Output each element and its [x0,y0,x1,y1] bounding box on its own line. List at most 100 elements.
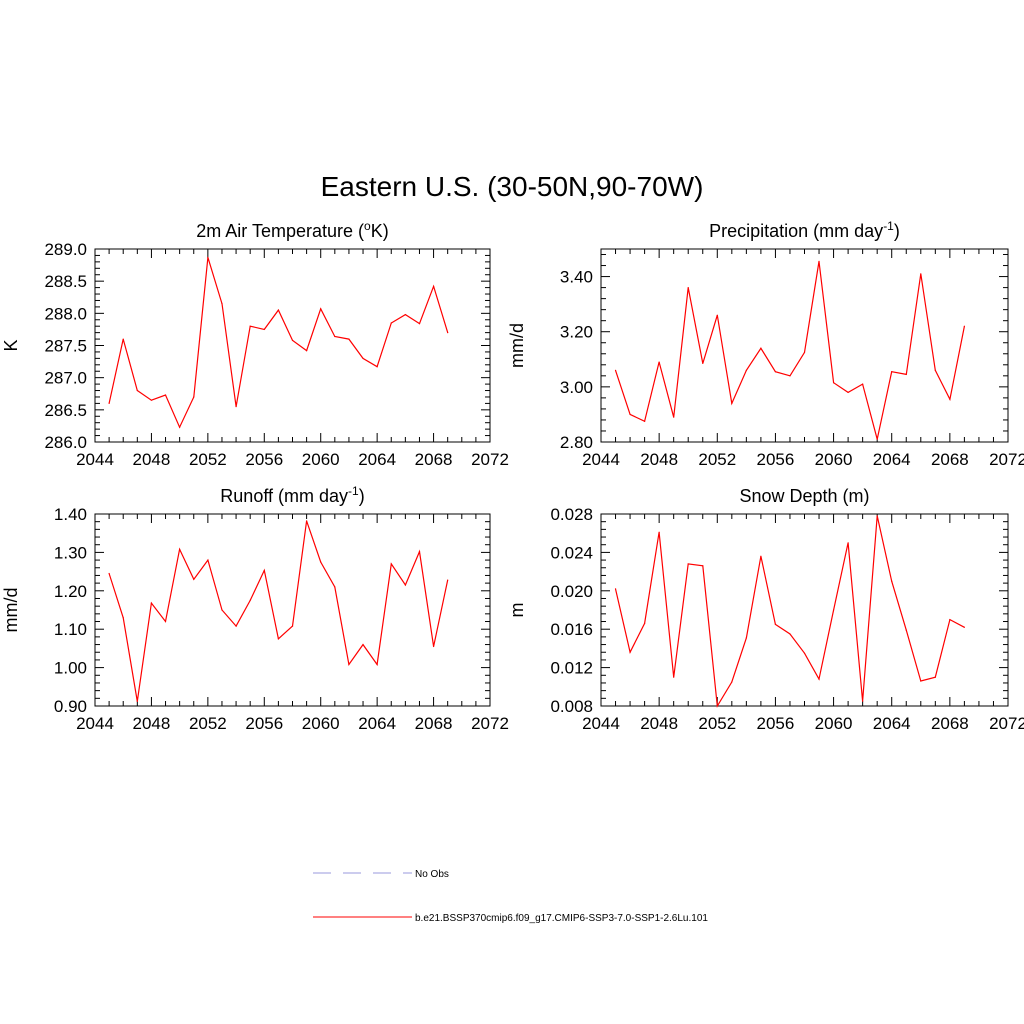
x-tick-label: 2064 [358,714,396,733]
data-point [614,369,617,371]
data-point [136,700,138,702]
data-point [179,426,181,428]
x-tick-label: 2064 [873,450,911,469]
chart-panels: 2m Air Temperature (oK) K 2044 2048 2052 2056… [1,219,1024,733]
data-point [658,531,660,533]
data-point [390,322,392,324]
data-point [891,580,893,582]
panel-title-superscript: -1 [348,484,359,498]
data-point [334,335,336,338]
x-tick-label: 2060 [302,714,340,733]
legend: No Obs b.e21.BSSP370cmip6.f09_g17.CMIP6-S… [313,869,708,924]
data-point [644,622,646,625]
y-tick-label: 0.90 [54,697,87,716]
data-point [418,323,421,325]
x-tick-label: 2048 [640,714,678,733]
x-tick-label: 2060 [815,714,853,733]
plot-frame [94,513,491,707]
data-point [376,663,378,666]
series-line [108,257,449,429]
x-tick-label: 2044 [76,450,114,469]
y-tick-label: 2.80 [560,433,593,452]
y-tick-label: 1.40 [54,505,87,524]
data-point [920,680,922,682]
data-point [876,515,878,517]
x-tick-label: 2064 [358,450,396,469]
y-tick-label: 1.00 [54,659,87,678]
panel-title-text: Snow Depth (m) [739,486,869,506]
y-tick-label: 0.020 [550,582,593,601]
data-point [390,563,392,565]
data-point [277,638,279,640]
data-point [122,338,124,340]
data-point [891,371,893,373]
data-point [862,383,864,385]
data-point [847,542,849,544]
x-tick-label: 2044 [76,714,114,733]
data-point [432,285,435,287]
x-tick-label: 2072 [471,450,509,469]
data-point [376,366,378,368]
panel-title-end: ) [894,221,900,241]
data-point [320,561,322,563]
panel-title-text: Precipitation (mm day [709,221,883,241]
y-tick-label: 287.5 [44,337,87,356]
data-point [629,413,631,416]
data-point [905,629,907,631]
data-point [164,394,167,396]
y-tick-label: 287.0 [44,369,87,388]
panel-title-superscript: -1 [883,219,894,233]
panel-title: Runoff (mm day-1) [220,484,364,506]
data-point [949,398,951,400]
data-point [249,599,251,602]
plot-frame [600,513,1009,707]
data-point [963,626,965,628]
y-tick-label: 1.20 [54,582,87,601]
data-point [702,362,704,365]
legend-label-2: b.e21.BSSP370cmip6.f09_g17.CMIP6-SSP3-7.… [415,913,708,924]
data-point [235,625,237,627]
y-tick-label: 0.024 [550,543,593,562]
data-point [832,382,835,384]
data-point [818,678,820,680]
panel-title-text: 2m Air Temperature ( [196,221,364,241]
data-point [745,637,747,639]
panel-2: Precipitation (mm day-1) mm/d 2044 2048 2052… [507,219,1024,469]
y-axis-label: mm/d [1,588,21,633]
x-tick-label: 2044 [582,450,620,469]
y-tick-label: 289.0 [44,240,87,259]
data-point [673,416,675,418]
data-point [207,256,209,258]
panel-title-text: Runoff (mm day [220,486,348,506]
data-point [673,676,675,678]
data-point [803,351,806,353]
data-point [447,332,449,334]
data-point [249,325,251,327]
legend-label-1: No Obs [415,869,449,880]
panel-title-superscript: o [364,219,371,233]
series-line [108,520,449,702]
data-point [362,643,364,646]
x-tick-label: 2056 [245,714,283,733]
x-tick-label: 2072 [471,714,509,733]
data-point [150,399,153,401]
data-point [263,328,265,331]
data-point [832,609,835,611]
x-tick-label: 2064 [873,714,911,733]
data-point [760,555,762,557]
data-point [207,559,209,561]
data-point [348,338,350,340]
y-tick-label: 288.0 [44,304,87,323]
y-tick-label: 288.5 [44,272,87,291]
y-tick-label: 3.40 [560,268,593,287]
plot-frame [94,248,491,443]
panel-title: Snow Depth (m) [739,486,869,506]
data-point [263,569,265,572]
x-tick-label: 2072 [989,450,1024,469]
data-point [362,357,364,359]
data-point [934,676,936,678]
data-point [847,391,849,393]
data-point [716,314,718,316]
x-tick-label: 2072 [989,714,1024,733]
